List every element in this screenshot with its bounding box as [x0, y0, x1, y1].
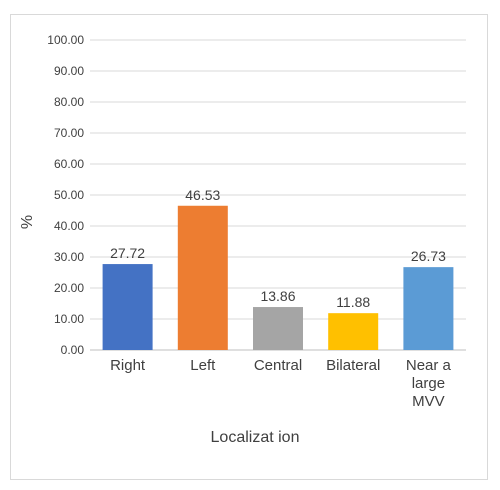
y-axis-tick-labels: 0.00 10.00 20.00 30.00 40.00 50.00 60.00 70.00 8…: [47, 33, 84, 357]
category-label: Bilateral: [326, 357, 380, 374]
chart-frame: [10, 14, 488, 480]
bar: [328, 313, 379, 350]
x-axis-title: Localizat ion: [211, 429, 300, 446]
y-tick-label: 10.00: [54, 312, 84, 326]
y-tick-label: 80.00: [54, 95, 84, 109]
bar: [177, 205, 228, 350]
bar: [102, 264, 153, 350]
data-label: 13.86: [260, 288, 295, 304]
x-axis-category-labels: Right Left Central Bilateral Near a large MVV: [110, 357, 451, 410]
bar: [403, 267, 454, 350]
y-tick-label: 50.00: [54, 188, 84, 202]
category-label: Right: [110, 357, 146, 374]
bars: [102, 205, 454, 350]
data-label: 11.88: [336, 294, 370, 310]
y-tick-label: 0.00: [61, 343, 85, 357]
y-tick-label: 30.00: [54, 250, 84, 264]
category-label: Central: [254, 357, 302, 374]
category-label-line: Central: [254, 357, 302, 374]
gridlines: [90, 39, 466, 351]
data-label: 46.53: [185, 187, 220, 203]
category-label-line: large: [412, 375, 445, 392]
data-labels: 27.72 46.53 13.86 11.88 26.73: [110, 187, 446, 310]
bar: [253, 307, 303, 350]
y-axis-title: %: [19, 215, 36, 229]
y-tick-label: 100.00: [47, 33, 84, 47]
category-label-line: Left: [190, 357, 216, 374]
y-tick-label: 40.00: [54, 219, 84, 233]
category-label-line: MVV: [412, 393, 445, 410]
category-label-line: Right: [110, 357, 146, 374]
category-label: Left: [190, 357, 216, 374]
data-label: 26.73: [411, 248, 446, 264]
category-label: Near a large MVV: [406, 357, 452, 410]
data-label: 27.72: [110, 245, 145, 261]
category-label-line: Bilateral: [326, 357, 380, 374]
y-tick-label: 60.00: [54, 157, 84, 171]
y-tick-label: 20.00: [54, 281, 84, 295]
y-tick-label: 90.00: [54, 64, 84, 78]
y-tick-label: 70.00: [54, 126, 84, 140]
category-label-line: Near a: [406, 357, 452, 374]
